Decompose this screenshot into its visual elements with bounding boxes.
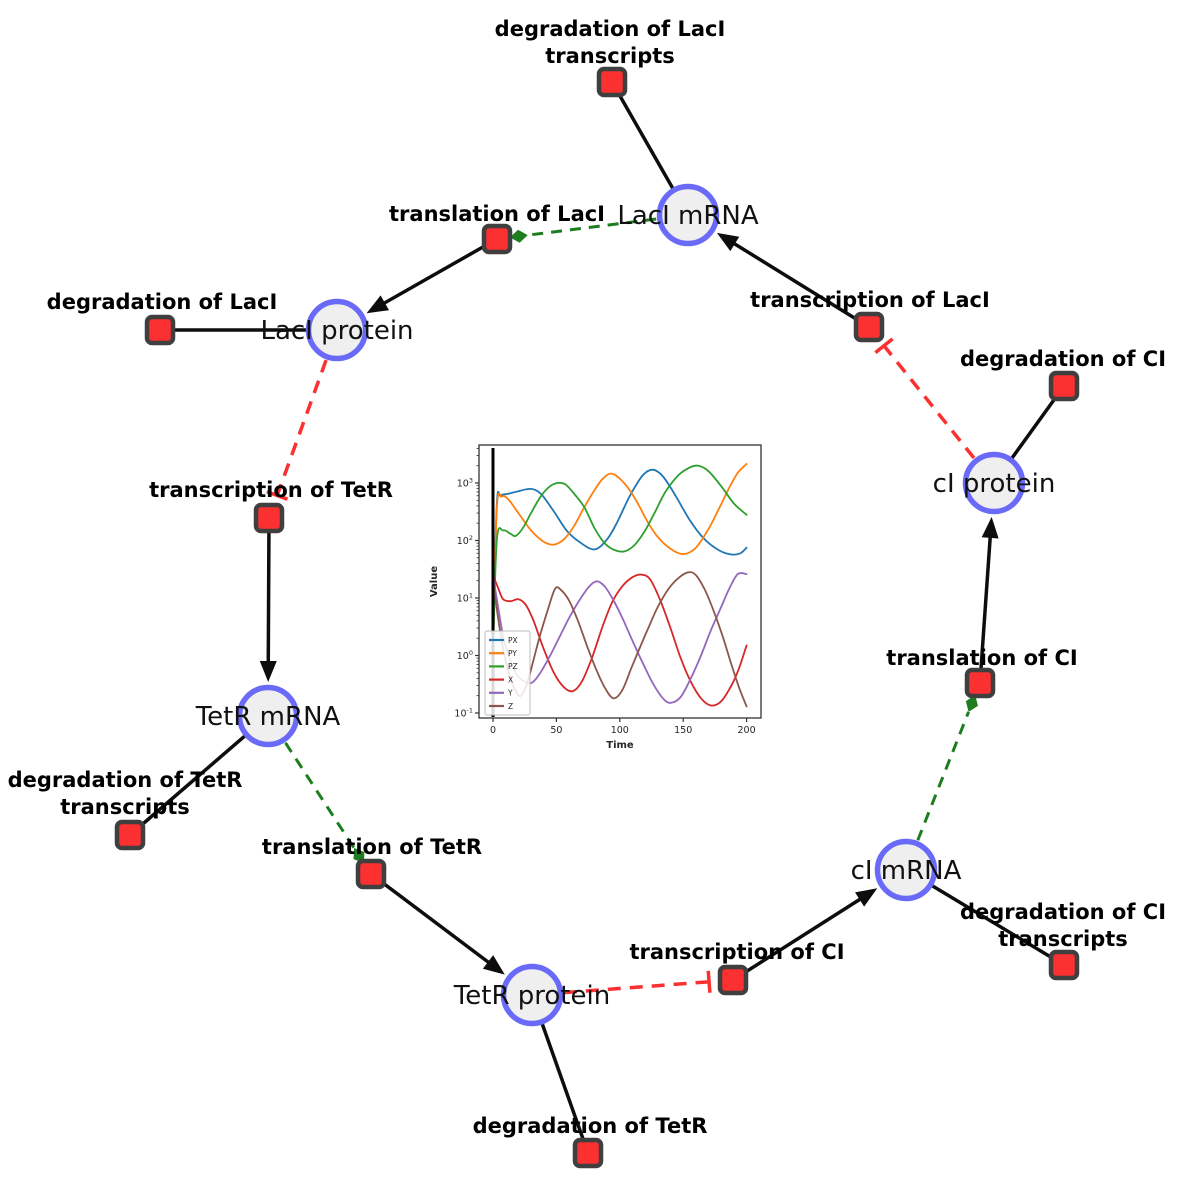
species-node-tetr_protein[interactable] [500,963,564,1027]
reaction-node-deg_tetr_tx[interactable] [114,819,146,851]
y-tick-label: 102 [457,534,473,547]
edge-ci_mrna-translation_ci [916,711,970,841]
edge-transcription_laci-laci_mrna [730,240,870,329]
edge-laci_mrna-translation_laci [527,217,657,237]
reaction-label-deg_tetr_tx-line1: degradation of TetR [8,768,243,792]
y-axis-title: Value [429,566,440,597]
edge-transcription_ci-ci_mrna-arrowhead [855,888,878,907]
legend-label-X: X [508,675,513,684]
reaction-label-deg_laci_tx-line1: degradation of LacI [495,17,726,41]
edge-laci_protein-transcription_tetr [275,359,328,497]
reaction-label-deg_laci-line1: degradation of LacI [47,290,278,314]
reaction-node-translation_ci[interactable] [964,667,996,699]
series-PZ [492,464,748,657]
reaction-label-deg_ci_tx-line2: transcripts [998,927,1128,951]
nodes-layer [114,66,1080,1169]
labels-layer: LacI mRNA LacI protein TetR mRNA TetR prote… [8,17,1166,1138]
edge-transcription_ci-ci_mrna [732,895,864,982]
species-node-ci_mrna[interactable] [874,838,938,902]
y-tick-label: 10-1 [454,707,473,720]
reaction-label-deg_tetr-line1: degradation of TetR [473,1114,708,1138]
species-label-ci_protein: cI protein [933,469,1056,499]
reaction-node-transcription_laci[interactable] [853,311,885,343]
reaction-label-translation_ci-line1: translation of CI [886,646,1077,670]
edge-translation_tetr-tetr_protein-arrowhead [482,955,505,975]
series-PY [492,463,748,657]
reaction-node-deg_laci_tx[interactable] [596,66,628,98]
reaction-node-translation_laci[interactable] [481,223,513,255]
reaction-node-translation_tetr[interactable] [355,858,387,890]
species-label-tetr_mrna: TetR mRNA [195,702,341,732]
reaction-label-deg_ci_tx-line1: degradation of CI [960,900,1166,924]
edge-ci_protein-transcription_laci [882,344,976,460]
species-label-ci_mrna: cI mRNA [851,856,962,886]
species-node-laci_protein[interactable] [305,298,369,362]
legend-label-Y: Y [507,689,513,698]
reaction-label-transcription_laci-line1: transcription of LacI [750,288,990,312]
edge-tetr_protein-transcription_ci [563,980,710,995]
reaction-label-transcription_tetr-line1: transcription of TetR [149,478,393,502]
edge-tetr_mrna-translation_tetr [284,741,356,849]
species-label-tetr_protein: TetR protein [453,981,610,1011]
legend-label-PY: PY [508,649,517,658]
reaction-node-transcription_ci[interactable] [717,964,749,996]
x-axis-title: Time [606,740,634,751]
x-tick-label: 0 [490,725,496,736]
reaction-node-deg_laci[interactable] [144,314,176,346]
edge-transcription_laci-laci_mrna-arrowhead [716,232,740,252]
edge-transcription_tetr-tetr_mrna [266,517,271,666]
reaction-node-deg_ci_tx[interactable] [1048,949,1080,981]
edge-laci_mrna-translation_laci-diamond [509,229,528,243]
edge-laci_protein-transcription_tetr-tee [266,490,289,501]
x-tick-label: 100 [611,725,629,736]
reaction-label-deg_tetr_tx-line2: transcripts [60,795,190,819]
x-tick-label: 200 [738,725,756,736]
edge-translation_laci-laci_protein [380,237,498,307]
species-label-laci_protein: LacI protein [260,316,413,346]
edge-ci_protein-transcription_laci-tee [874,337,894,354]
reaction-label-deg_laci_tx-line2: transcripts [545,44,675,68]
y-tick-label: 103 [457,477,473,490]
edge-tetr_protein-transcription_ci-tee [706,970,712,993]
reaction-node-deg_ci[interactable] [1048,370,1080,402]
reaction-label-transcription_ci-line1: transcription of CI [629,940,844,964]
edge-translation_ci-ci_protein [978,533,993,684]
species-label-laci_mrna: LacI mRNA [617,201,758,231]
legend-box [484,630,531,716]
edge-transcription_tetr-tetr_mrna-arrowhead [259,660,277,683]
reaction-label-deg_ci-line1: degradation of CI [960,347,1166,371]
plot-curves [492,463,748,708]
species-node-tetr_mrna[interactable] [236,684,300,748]
edge-translation_laci-laci_protein-arrowhead [366,295,390,314]
reaction-label-translation_tetr-line1: translation of TetR [262,835,482,859]
legend-label-PX: PX [508,636,518,645]
legend-label-Z: Z [508,702,513,711]
x-tick-label: 150 [674,725,692,736]
x-tick-label: 50 [550,725,562,736]
series-X [492,573,748,707]
species-node-laci_mrna[interactable] [656,183,720,247]
time-series-inset-plot: 103 102 101 100 10-1 0 50 100 150 200 Time Value PX P… [429,433,775,769]
reaction-label-translation_laci-line1: translation of LacI [389,202,605,226]
edge-translation_ci-ci_protein-arrowhead [981,516,999,539]
legend-label-PZ: PZ [508,662,518,671]
reaction-node-deg_tetr[interactable] [572,1137,604,1169]
edge-translation_tetr-tetr_protein [369,872,493,966]
y-tick-label: 100 [457,649,473,662]
edge-ci_mrna-translation_ci-diamond [965,695,978,712]
y-tick-label: 101 [457,592,473,605]
species-node-ci_protein[interactable] [962,451,1026,515]
reaction-node-transcription_tetr[interactable] [253,502,285,534]
